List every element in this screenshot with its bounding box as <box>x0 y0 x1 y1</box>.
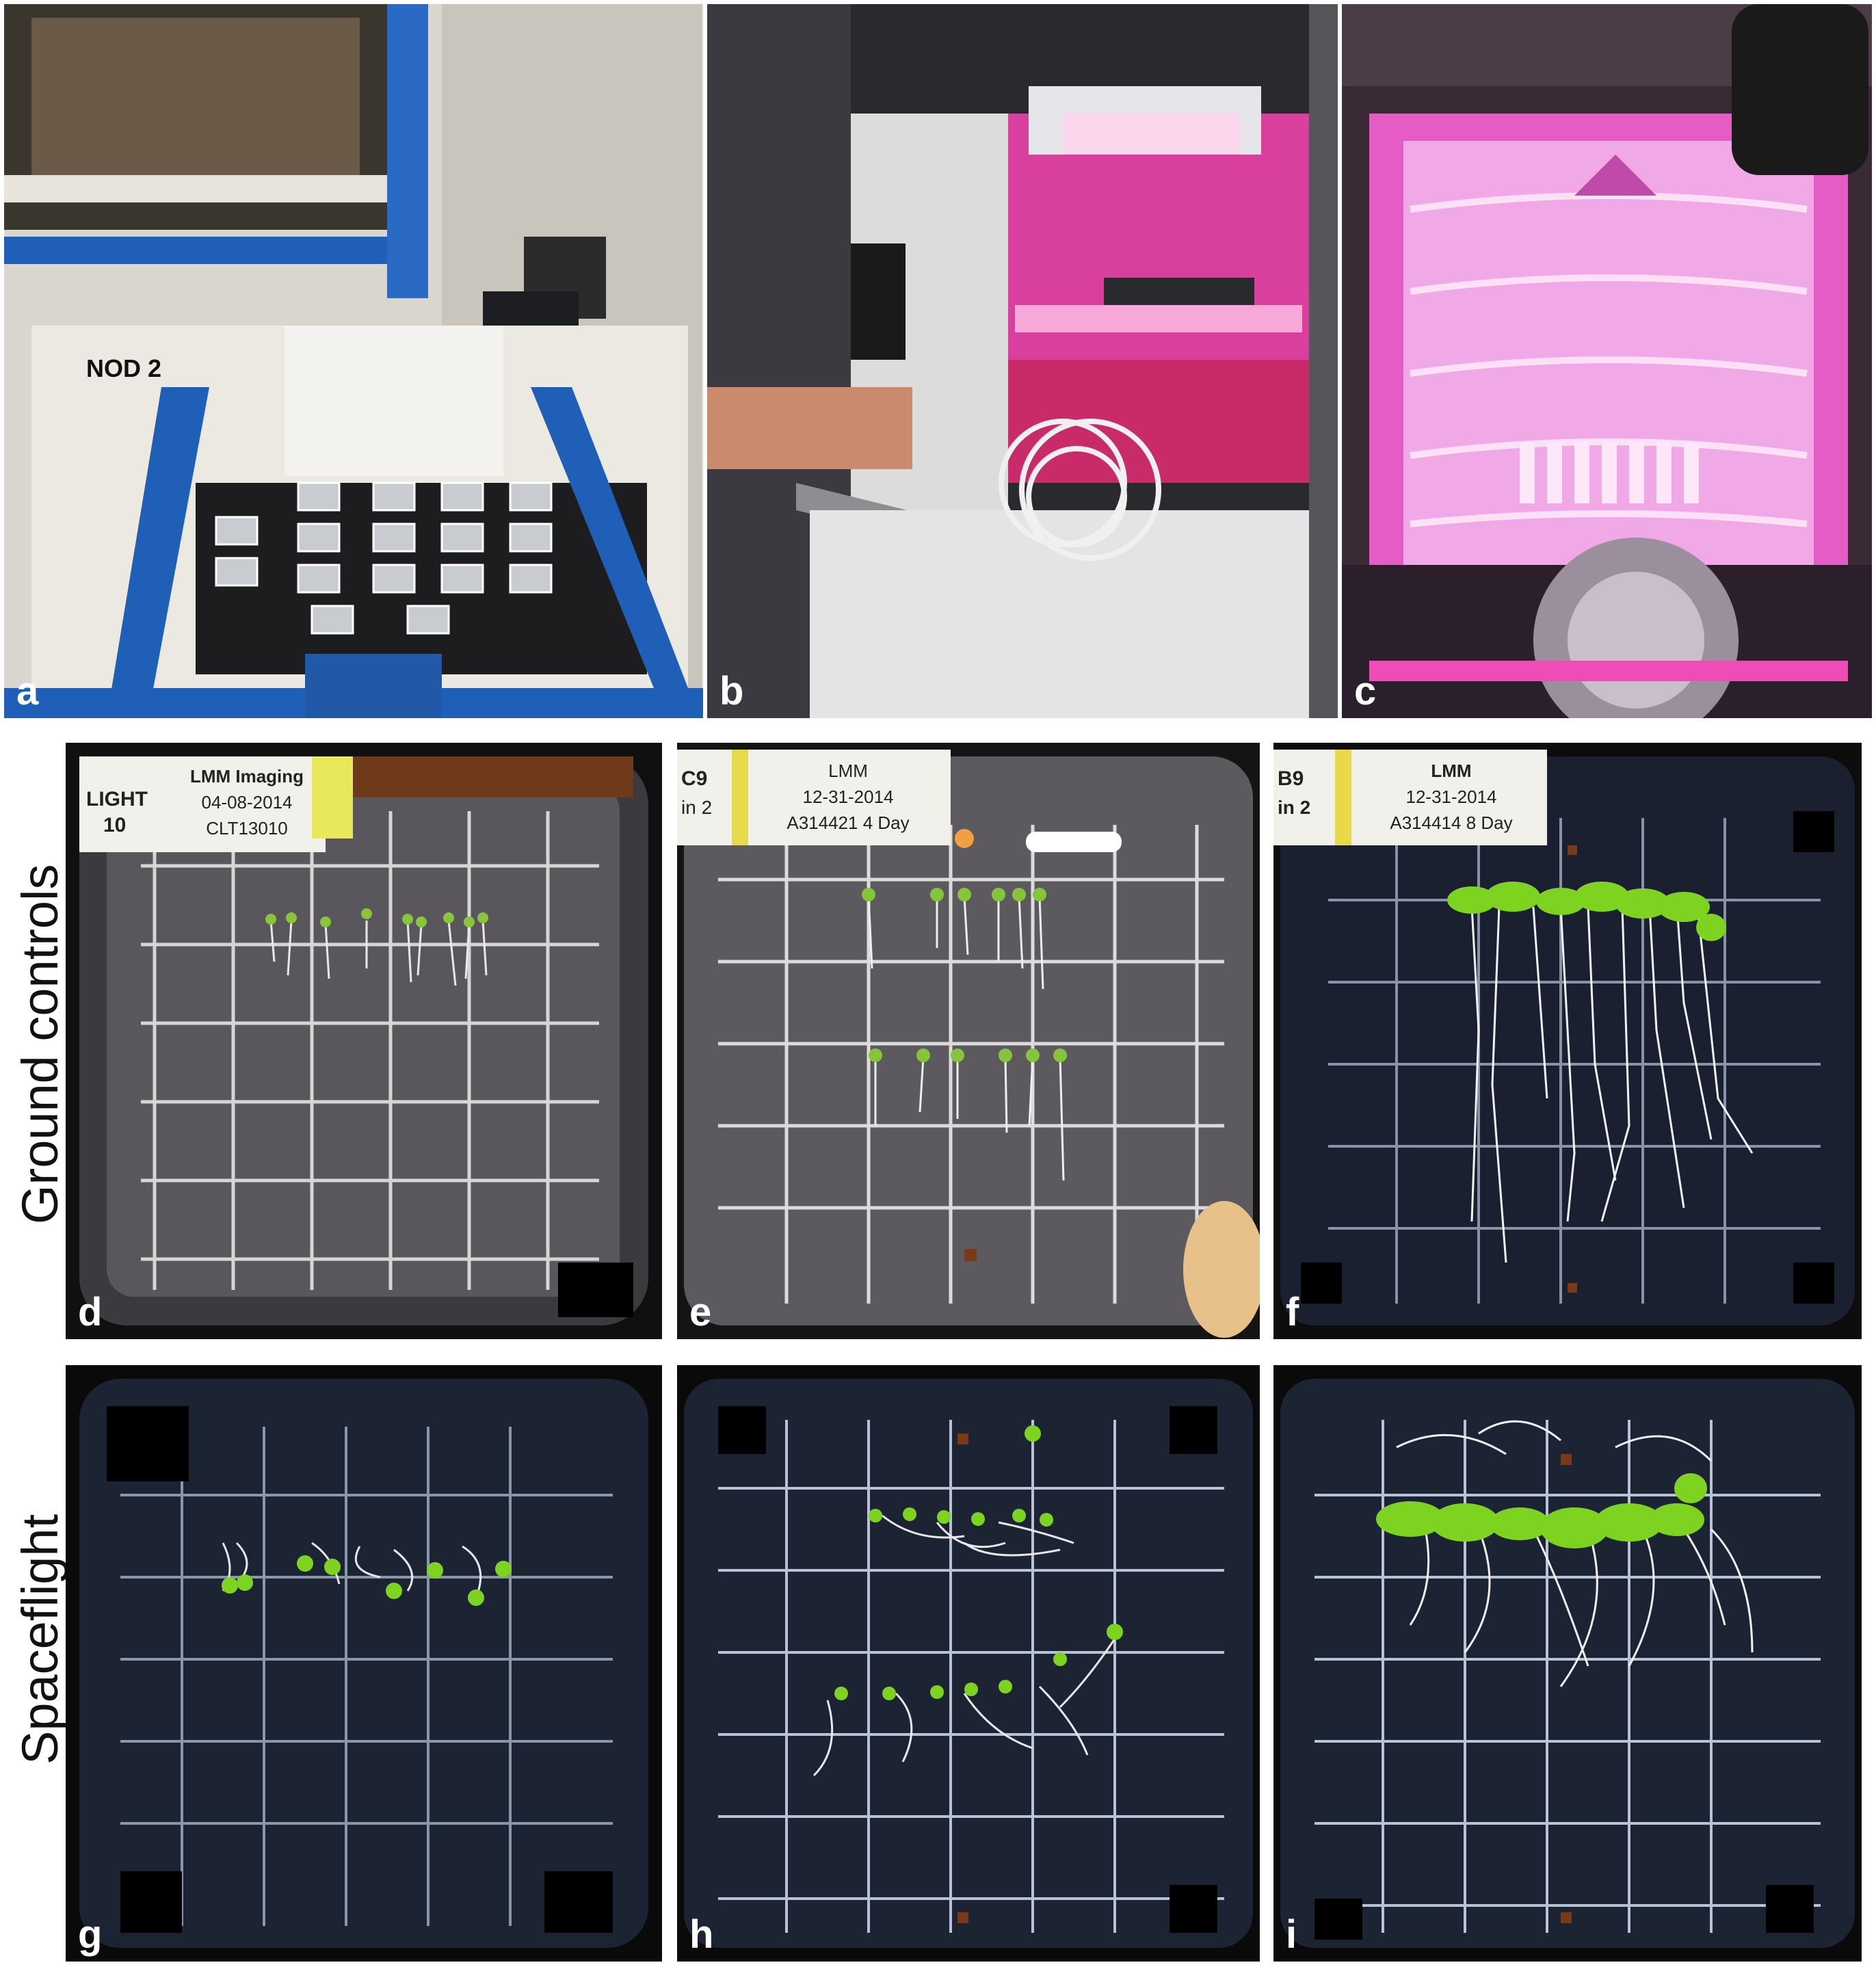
plate-tag-line-1: LMM Imaging <box>190 766 304 787</box>
plate-tag-left-1: LIGHT <box>86 788 148 810</box>
panel-e-ground-plate-4-day: C9 in 2 LMM 12-31-2014 A314421 4 Day e <box>677 743 1260 1339</box>
plate-tag-line-2: 12-31-2014 <box>803 787 894 807</box>
panel-label-h: h <box>689 1912 714 1957</box>
module-sign: NOD 2 <box>86 354 161 382</box>
plate-tag-line-1: LMM <box>828 761 868 781</box>
panel-label-f: f <box>1286 1290 1299 1334</box>
panel-label-c: c <box>1354 669 1377 713</box>
plate-tag-line-2: 04-08-2014 <box>202 792 293 813</box>
plate-tag-left-2: in 2 <box>1278 797 1310 818</box>
plate-tag-line-1: LMM <box>1431 761 1471 781</box>
panel-label-e: e <box>689 1290 712 1334</box>
panel-label-i: i <box>1286 1912 1297 1957</box>
panel-g-spaceflight-plate: g <box>66 1365 662 1962</box>
panel-d-ground-plate-light: LIGHT 10 LMM Imaging 04-08-2014 CLT13010… <box>66 743 662 1339</box>
row-label-ground-controls: Ground controls <box>12 864 68 1225</box>
plate-tag-left-2: 10 <box>103 814 126 836</box>
row-label-spaceflight: Spaceflight <box>12 1514 68 1765</box>
plate-tag-line-2: 12-31-2014 <box>1406 787 1497 807</box>
panel-b-growth-chamber-hardware: b <box>707 4 1338 718</box>
panel-i-spaceflight-plate: i <box>1273 1365 1862 1962</box>
panel-f-ground-plate-8-day: B9 in 2 LMM 12-31-2014 A314414 8 Day f <box>1273 743 1862 1339</box>
panel-label-b: b <box>719 669 744 713</box>
panel-a-iss-module-interior: NOD 2 a <box>4 4 703 718</box>
panel-c-chamber-with-bags: c <box>1342 4 1872 718</box>
panel-label-d: d <box>78 1290 103 1334</box>
panel-h-spaceflight-plate: h <box>677 1365 1260 1962</box>
plate-tag-left-1: C9 <box>681 767 707 790</box>
plate-tag-left-1: B9 <box>1278 767 1304 790</box>
panel-label-g: g <box>78 1912 103 1957</box>
panel-label-a: a <box>16 669 39 713</box>
plate-tag-line-3: A314421 4 Day <box>787 813 909 833</box>
plate-tag-line-3: A314414 8 Day <box>1390 813 1512 833</box>
plate-tag-line-3: CLT13010 <box>206 818 288 839</box>
plate-tag-left-2: in 2 <box>681 797 712 818</box>
